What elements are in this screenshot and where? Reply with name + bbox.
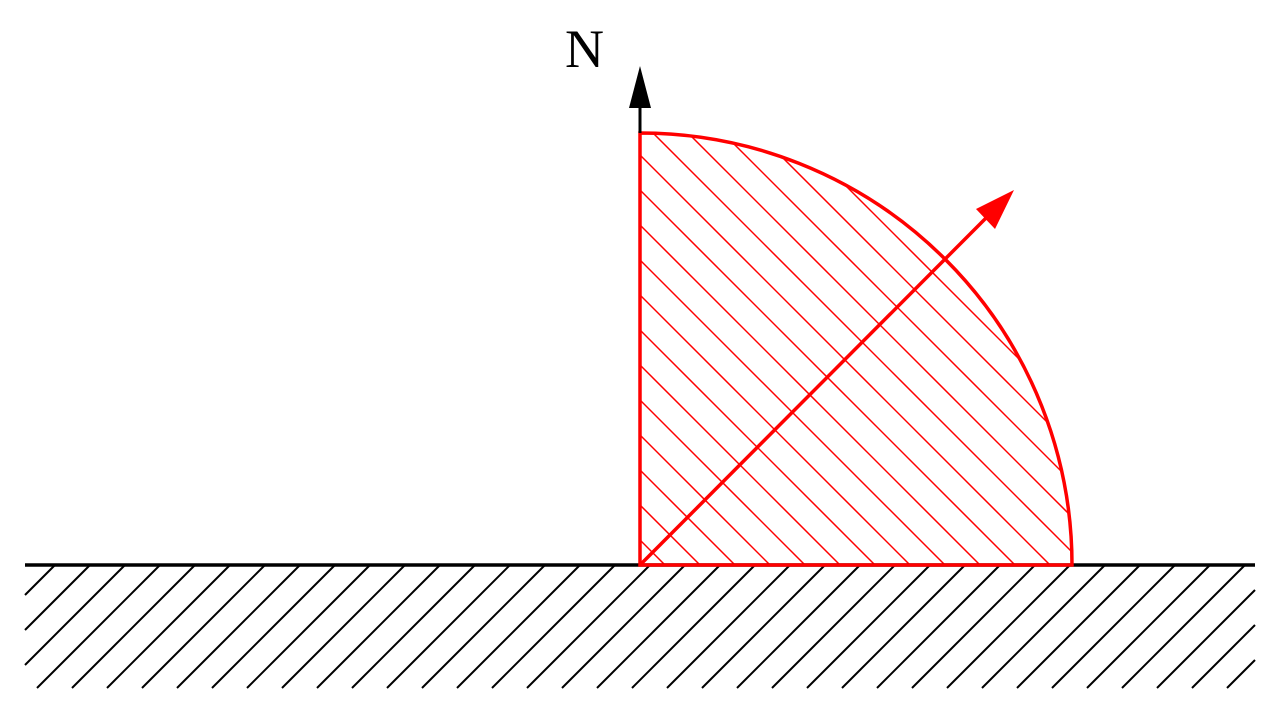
ground-hatch-line <box>981 564 1106 689</box>
ground-hatch-line <box>876 564 1001 689</box>
ground-hatch-line <box>141 564 266 689</box>
ground-hatch-line <box>211 564 336 689</box>
ground-hatch-line <box>631 564 756 689</box>
ground-hatch-line <box>24 564 56 596</box>
ground-hatch-line <box>596 564 721 689</box>
ground-hatch-line <box>911 564 1036 689</box>
ground-hatch-line <box>386 564 511 689</box>
ground-hatch-line <box>526 564 651 689</box>
ground-hatch-line <box>316 564 441 689</box>
ground-hatch-line <box>421 564 546 689</box>
ground-hatch <box>24 564 1256 689</box>
ground-hatch-line <box>806 564 931 689</box>
ground-hatch-line <box>1016 564 1141 689</box>
ground-hatch-line <box>1191 624 1256 689</box>
body-hatch-line <box>1002 133 1072 203</box>
ground-hatch-line <box>841 564 966 689</box>
ground-hatch-line <box>1086 564 1211 689</box>
ground-hatch-line <box>24 564 91 631</box>
ground-hatch-line <box>456 564 581 689</box>
normal-label: N <box>565 19 604 79</box>
ground-hatch-line <box>666 564 791 689</box>
ground-hatch-line <box>1156 589 1256 689</box>
ground-hatch-line <box>491 564 616 689</box>
ground-hatch-line <box>1051 564 1176 689</box>
ground-hatch-line <box>106 564 231 689</box>
ground-hatch-line <box>71 564 196 689</box>
force-arrow-head <box>976 190 1014 229</box>
ground-hatch-line <box>24 564 126 666</box>
ground-hatch-line <box>771 564 896 689</box>
ground-hatch-line <box>1226 659 1256 689</box>
ground-hatch-line <box>701 564 826 689</box>
ground-hatch-line <box>351 564 476 689</box>
ground-hatch-line <box>736 564 861 689</box>
body-hatch-line <box>1037 133 1072 168</box>
ground-hatch-line <box>946 564 1071 689</box>
force-arrow-shaft <box>638 210 994 567</box>
ground-hatch-line <box>561 564 686 689</box>
ground-hatch-line <box>36 564 161 689</box>
ground-hatch-line <box>1121 564 1246 689</box>
ground-hatch-line <box>281 564 406 689</box>
normal-arrow-head <box>629 66 651 108</box>
ground-hatch-line <box>176 564 301 689</box>
ground-hatch-line <box>246 564 371 689</box>
